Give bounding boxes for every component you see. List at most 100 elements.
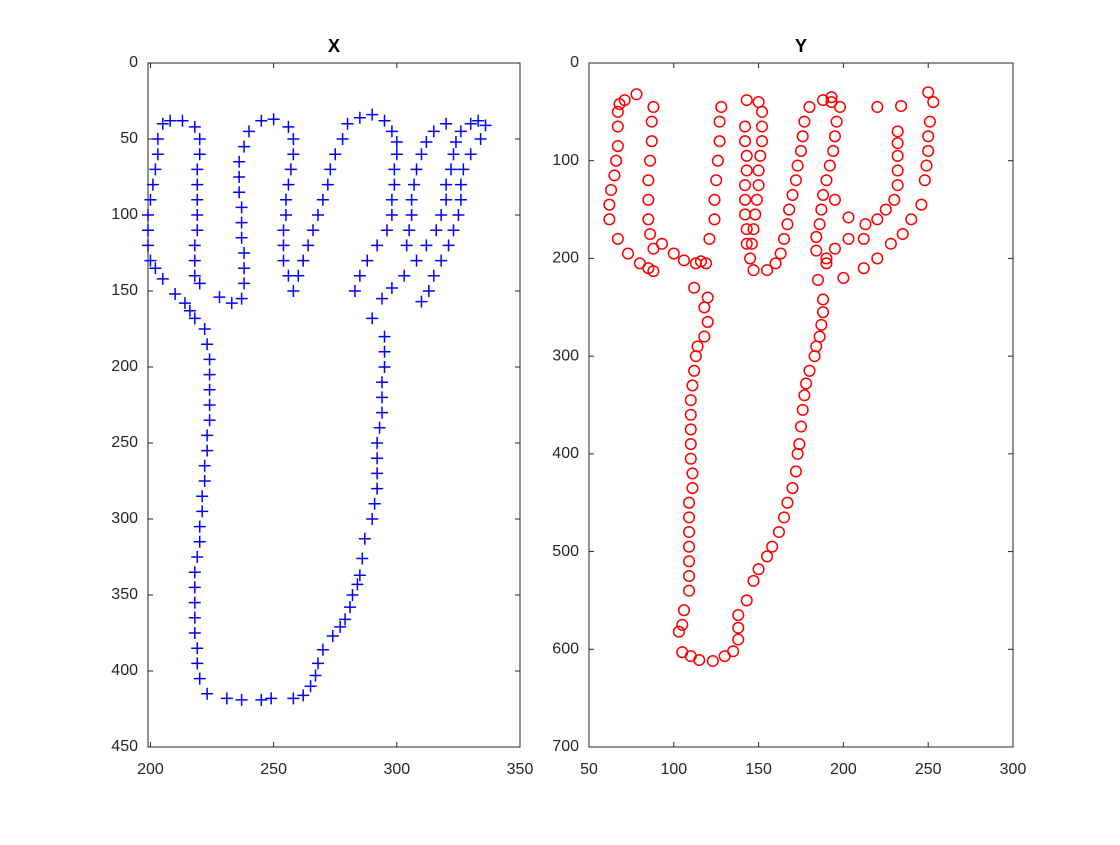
point xyxy=(810,230,823,243)
point xyxy=(747,264,760,277)
point xyxy=(774,247,787,260)
point xyxy=(603,213,616,226)
point xyxy=(198,475,211,487)
point xyxy=(302,239,315,252)
point xyxy=(816,188,830,201)
point xyxy=(203,383,216,396)
point xyxy=(698,330,711,343)
point xyxy=(238,262,251,275)
point xyxy=(277,239,290,252)
point xyxy=(430,224,443,237)
point xyxy=(440,193,453,206)
point xyxy=(183,304,196,317)
point xyxy=(683,569,696,583)
point xyxy=(683,511,696,524)
point xyxy=(713,135,726,148)
point xyxy=(142,209,154,221)
point xyxy=(610,154,623,167)
point xyxy=(611,140,624,153)
point xyxy=(830,115,843,128)
point xyxy=(156,117,169,130)
point xyxy=(235,201,248,214)
point xyxy=(198,323,211,335)
point xyxy=(686,379,699,392)
point xyxy=(454,193,467,206)
point xyxy=(738,135,752,148)
point xyxy=(304,680,317,693)
point xyxy=(233,186,246,199)
point xyxy=(803,100,816,114)
point xyxy=(196,505,209,518)
y-tick-label: 250 xyxy=(111,434,138,451)
point xyxy=(891,149,904,162)
point xyxy=(457,163,470,176)
point xyxy=(713,115,726,128)
point xyxy=(440,117,453,130)
point xyxy=(761,264,774,277)
point xyxy=(235,231,248,244)
y-tick-label: 300 xyxy=(552,347,579,364)
point xyxy=(277,254,290,267)
point xyxy=(408,178,421,191)
point xyxy=(193,148,206,161)
point xyxy=(233,171,246,183)
y-tick-label: 0 xyxy=(129,54,138,71)
point xyxy=(279,193,292,206)
point xyxy=(798,115,811,128)
point xyxy=(815,318,828,331)
point xyxy=(703,232,716,245)
point xyxy=(376,406,389,419)
point xyxy=(353,111,366,124)
point xyxy=(827,144,840,157)
point xyxy=(279,209,292,221)
point xyxy=(479,119,492,132)
point xyxy=(871,100,884,114)
point xyxy=(727,645,740,658)
point xyxy=(879,203,892,216)
point xyxy=(828,193,841,206)
point xyxy=(603,198,616,211)
point xyxy=(307,224,320,237)
x-tick-label: 250 xyxy=(260,761,287,778)
y-tick-label: 700 xyxy=(552,738,579,755)
point xyxy=(474,133,487,145)
point xyxy=(683,540,696,553)
point xyxy=(857,232,870,245)
point xyxy=(684,408,697,421)
point xyxy=(823,159,836,172)
point xyxy=(201,429,214,442)
point xyxy=(385,125,398,138)
point xyxy=(445,163,458,176)
point xyxy=(176,114,189,127)
point xyxy=(789,465,802,478)
point xyxy=(442,239,455,252)
point xyxy=(644,154,657,167)
point xyxy=(403,224,416,237)
point xyxy=(738,179,752,192)
point xyxy=(842,232,855,245)
point xyxy=(196,490,209,503)
point xyxy=(793,438,806,451)
point xyxy=(740,237,753,250)
point xyxy=(193,133,206,145)
point xyxy=(781,218,794,231)
point xyxy=(191,163,204,176)
point xyxy=(794,420,808,433)
y-tick-label: 100 xyxy=(552,152,579,169)
x-tick-label: 200 xyxy=(137,761,164,778)
point xyxy=(188,239,201,252)
point xyxy=(752,563,765,576)
point xyxy=(213,291,226,304)
point xyxy=(255,114,268,127)
point xyxy=(732,633,745,646)
point xyxy=(188,581,201,594)
point xyxy=(689,257,702,270)
point xyxy=(684,452,697,465)
point xyxy=(203,399,216,411)
point xyxy=(277,224,290,237)
point xyxy=(427,269,440,282)
point xyxy=(371,452,384,465)
point xyxy=(684,394,697,407)
point xyxy=(149,163,162,176)
